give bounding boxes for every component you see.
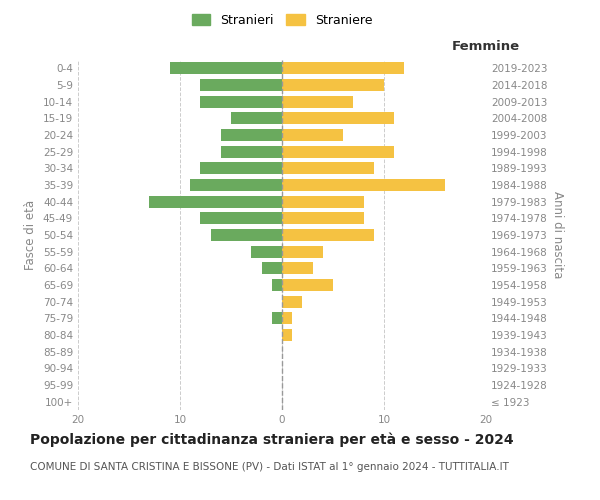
Legend: Stranieri, Straniere: Stranieri, Straniere bbox=[187, 8, 377, 32]
Bar bbox=[282, 79, 384, 91]
Bar bbox=[200, 212, 282, 224]
Bar bbox=[190, 179, 282, 191]
Bar bbox=[231, 112, 282, 124]
Bar bbox=[211, 229, 282, 241]
Bar bbox=[149, 196, 282, 207]
Bar bbox=[221, 129, 282, 141]
Bar bbox=[200, 162, 282, 174]
Bar bbox=[262, 262, 282, 274]
Bar bbox=[282, 62, 404, 74]
Bar bbox=[282, 329, 292, 341]
Bar bbox=[282, 196, 364, 207]
Bar bbox=[282, 262, 313, 274]
Bar bbox=[282, 129, 343, 141]
Bar bbox=[170, 62, 282, 74]
Bar bbox=[282, 279, 333, 291]
Bar bbox=[272, 279, 282, 291]
Bar bbox=[272, 312, 282, 324]
Text: Femmine: Femmine bbox=[452, 40, 520, 53]
Bar bbox=[282, 96, 353, 108]
Bar bbox=[282, 229, 374, 241]
Bar bbox=[282, 212, 364, 224]
Bar bbox=[282, 162, 374, 174]
Text: Popolazione per cittadinanza straniera per età e sesso - 2024: Popolazione per cittadinanza straniera p… bbox=[30, 432, 514, 447]
Bar bbox=[221, 146, 282, 158]
Bar bbox=[282, 146, 394, 158]
Y-axis label: Anni di nascita: Anni di nascita bbox=[551, 192, 564, 278]
Bar bbox=[282, 312, 292, 324]
Bar bbox=[282, 179, 445, 191]
Bar bbox=[282, 112, 394, 124]
Text: COMUNE DI SANTA CRISTINA E BISSONE (PV) - Dati ISTAT al 1° gennaio 2024 - TUTTIT: COMUNE DI SANTA CRISTINA E BISSONE (PV) … bbox=[30, 462, 509, 472]
Bar bbox=[282, 246, 323, 258]
Bar bbox=[200, 96, 282, 108]
Bar bbox=[251, 246, 282, 258]
Bar bbox=[282, 296, 302, 308]
Y-axis label: Fasce di età: Fasce di età bbox=[25, 200, 37, 270]
Bar bbox=[200, 79, 282, 91]
